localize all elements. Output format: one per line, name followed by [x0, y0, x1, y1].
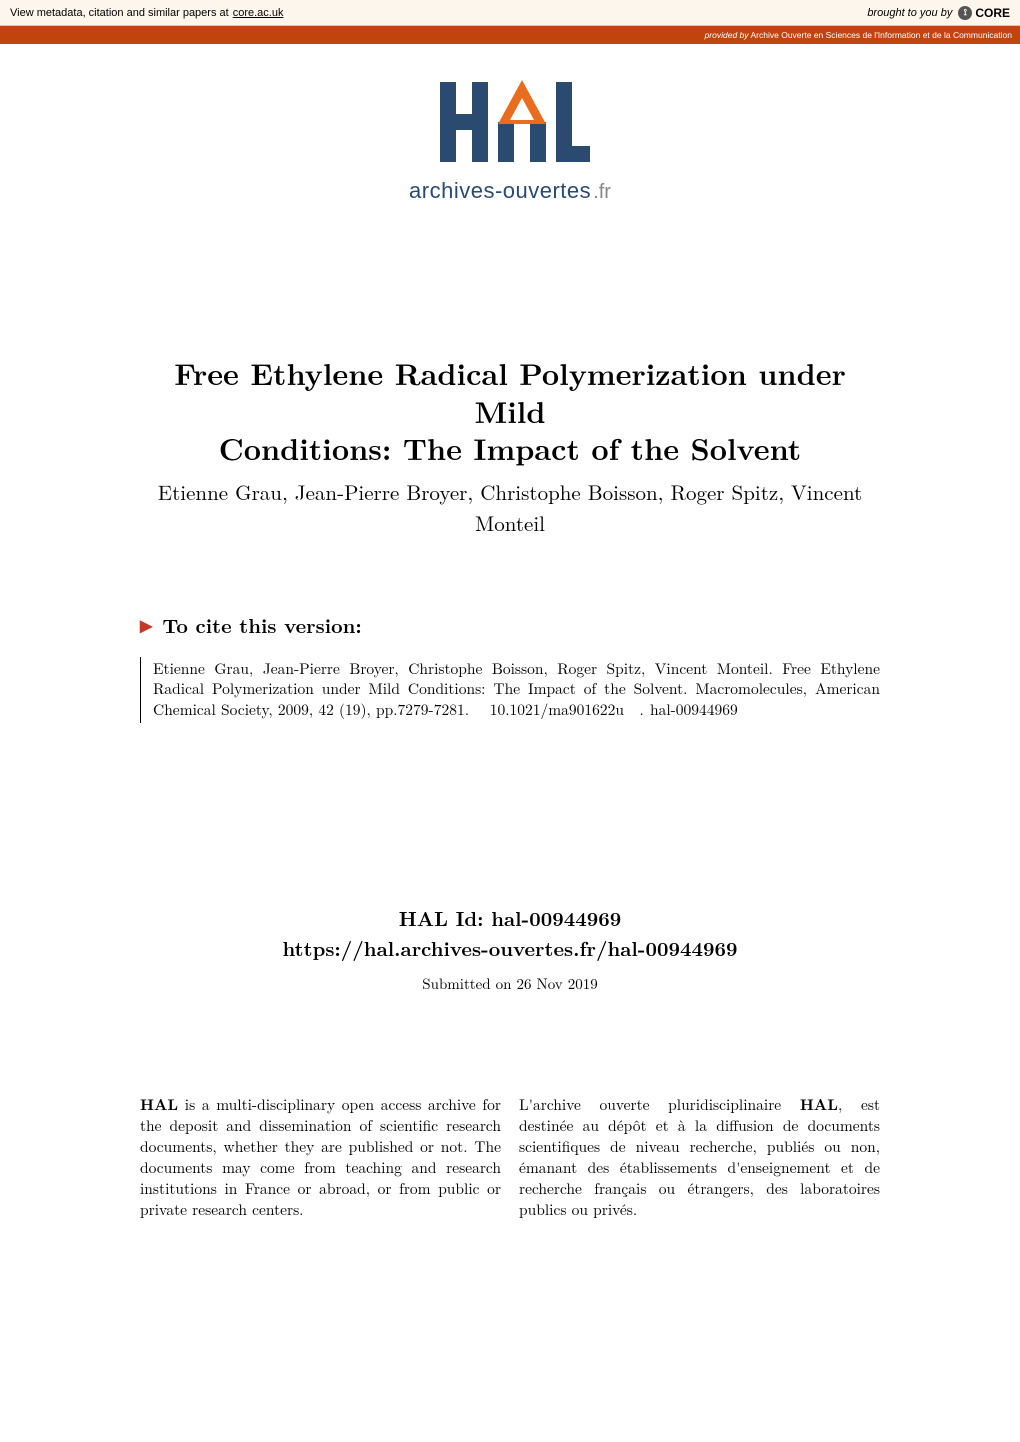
- left-rest: is a multi-disciplinary open access arch…: [140, 1094, 501, 1220]
- provider-bar: provided by Archive Ouverte en Sciences …: [0, 26, 1020, 44]
- hal-id-label: HAL Id: hal-00944969: [140, 903, 880, 933]
- title-line-1: Free Ethylene Radical Polymerization und…: [174, 351, 846, 432]
- submitted-date: Submitted on 26 Nov 2019: [140, 973, 880, 994]
- banner-left: View metadata, citation and similar pape…: [10, 7, 283, 19]
- title-line-2: Conditions: The Impact of the Solvent: [219, 426, 801, 469]
- cite-box: Etienne Grau, Jean-Pierre Broyer, Christ…: [140, 657, 880, 724]
- core-link[interactable]: core.ac.uk: [233, 7, 284, 19]
- right-bold: HAL: [800, 1092, 838, 1115]
- description-left: HAL is a multi-disciplinary open access …: [140, 1094, 501, 1221]
- core-icon: ⟟: [958, 6, 972, 20]
- right-pre: L'archive ouverte pluridisciplinaire: [519, 1094, 800, 1115]
- core-logo[interactable]: ⟟ CORE: [958, 6, 1010, 20]
- brand-suffix: .fr: [593, 181, 611, 204]
- paper-body: Free Ethylene Radical Polymerization und…: [100, 354, 920, 1271]
- brand-main: archives-ouvertes: [409, 178, 591, 204]
- triangle-icon: ▶: [140, 613, 152, 636]
- description-columns: HAL is a multi-disciplinary open access …: [140, 1094, 880, 1271]
- hal-logo-block: archives-ouvertes .fr: [0, 72, 1020, 204]
- banner-right: brought to you by ⟟ CORE: [867, 6, 1010, 20]
- paper-title: Free Ethylene Radical Polymerization und…: [140, 354, 880, 467]
- hal-logo-svg: [430, 72, 590, 172]
- hal-url-link[interactable]: https://hal.archives-ouvertes.fr/hal-009…: [283, 933, 738, 962]
- provider-name: Archive Ouverte en Sciences de l'Informa…: [751, 30, 1012, 40]
- provider-prefix: provided by: [705, 30, 749, 40]
- cite-heading-text: To cite this version:: [162, 610, 361, 639]
- banner-right-prefix: brought to you by: [867, 7, 952, 19]
- hal-logo: archives-ouvertes .fr: [409, 72, 611, 204]
- hal-brand-text: archives-ouvertes .fr: [409, 178, 611, 204]
- cite-section: ▶ To cite this version: Etienne Grau, Je…: [140, 610, 880, 724]
- paper-authors: Etienne Grau, Jean-Pierre Broyer, Christ…: [140, 477, 880, 540]
- description-right: L'archive ouverte pluridisciplinaire HAL…: [519, 1094, 880, 1221]
- cite-heading: ▶ To cite this version:: [140, 610, 880, 639]
- left-bold: HAL: [140, 1092, 178, 1115]
- hal-id-block: HAL Id: hal-00944969 https://hal.archive…: [140, 903, 880, 963]
- banner-left-text: View metadata, citation and similar pape…: [10, 7, 229, 19]
- core-banner: View metadata, citation and similar pape…: [0, 0, 1020, 26]
- core-label: CORE: [975, 6, 1010, 20]
